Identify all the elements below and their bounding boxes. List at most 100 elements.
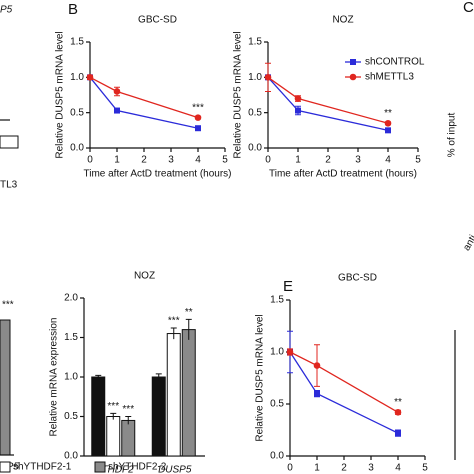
legend-label: shYTHDF2-2: [108, 462, 167, 473]
data-point: [114, 107, 120, 114]
y-tick-label: 0.0: [70, 143, 84, 154]
legend-swatch: [0, 461, 11, 473]
bar: [121, 419, 136, 457]
data-point: [385, 127, 391, 134]
y-tick-label: 0.5: [270, 399, 284, 410]
fragment-text: TL3: [0, 180, 18, 191]
series-line: [267, 76, 389, 131]
data-point: [195, 125, 201, 132]
y-axis-label: Relative DUSP5 mRNA level: [255, 314, 266, 441]
error-bar: [110, 412, 117, 420]
significance-label: ***: [107, 401, 119, 412]
x-tick-label: YTHDF2: [95, 465, 134, 474]
y-axis-label: Relative mRNA expression: [49, 318, 60, 437]
fragment-text: P5: [0, 5, 13, 16]
y-tick-label: 0.5: [64, 411, 78, 422]
y-tick-label: 1.0: [248, 72, 262, 83]
bar: [166, 333, 181, 457]
y-tick-label: 0.5: [70, 107, 84, 118]
fragment-bar: [0, 319, 11, 456]
legend-label: shMETTL3: [365, 72, 414, 83]
significance-label: ***: [122, 404, 134, 415]
data-point: [264, 74, 272, 81]
bar: [106, 416, 121, 457]
y-tick-label: 0.5: [248, 107, 262, 118]
legend-marker: [350, 59, 356, 65]
chart-title: GBC-SD: [138, 15, 177, 26]
significance-label: **: [394, 397, 402, 408]
x-tick-label: 2: [341, 463, 347, 474]
bar: [91, 376, 106, 457]
y-tick-label: 0.0: [64, 451, 78, 462]
x-tick-label: 4: [195, 155, 201, 166]
data-point: [86, 74, 94, 81]
legend-label: shYTHDF2-1: [13, 462, 72, 473]
fragment-bar: [0, 135, 19, 149]
x-tick-label: 0: [87, 155, 93, 166]
data-point: [313, 362, 321, 369]
x-axis-label: Time after ActD treatment (hours): [269, 169, 417, 180]
error-bar: [155, 373, 162, 381]
fragment-text: C: [463, 0, 474, 16]
y-tick-label: 1.0: [70, 72, 84, 83]
chart-title: NOZ: [134, 271, 155, 282]
x-tick-label: 0: [265, 155, 271, 166]
data-point: [384, 119, 392, 127]
data-point: [194, 114, 202, 121]
error-bar: [95, 374, 102, 379]
panel-label: B: [68, 1, 78, 18]
y-tick-label: 2.0: [64, 293, 78, 304]
fragment-text: % of input: [447, 113, 458, 158]
x-tick-label: 5: [222, 155, 228, 166]
x-tick-label: 4: [385, 155, 391, 166]
y-tick-label: 1.5: [270, 295, 284, 306]
y-tick-label: 1.5: [248, 37, 262, 48]
chart-title: NOZ: [332, 15, 353, 26]
data-point: [295, 107, 301, 114]
x-tick-label: 3: [168, 155, 174, 166]
data-point: [286, 348, 294, 356]
significance-label: ***: [192, 102, 204, 113]
data-point: [314, 390, 320, 397]
x-tick-label: 1: [314, 463, 320, 474]
y-tick-label: 1.0: [64, 372, 78, 383]
x-tick-label: 3: [368, 463, 374, 474]
x-tick-label: 1: [114, 155, 120, 166]
y-tick-label: 1.0: [270, 347, 284, 358]
x-tick-label: 5: [415, 155, 421, 166]
data-point: [294, 95, 302, 102]
data-point: [395, 430, 401, 437]
error-bar: [125, 416, 132, 425]
fragment-text: anti: [461, 233, 474, 252]
chart-title: GBC-SD: [338, 273, 377, 284]
legend-marker: [349, 73, 357, 81]
x-tick-label: 5: [422, 463, 428, 474]
data-point: [394, 409, 402, 416]
error-bar: [185, 318, 192, 340]
significance-label: **: [384, 108, 392, 119]
bar: [181, 329, 196, 457]
legend-swatch: [94, 461, 106, 473]
y-tick-label: 0.0: [270, 451, 284, 462]
significance-label: ***: [168, 316, 180, 327]
x-tick-label: 2: [141, 155, 147, 166]
x-tick-label: 3: [355, 155, 361, 166]
series-line: [267, 76, 389, 124]
y-tick-label: 1.5: [64, 332, 78, 343]
significance-label: **: [185, 307, 193, 318]
bar: [151, 376, 166, 457]
y-tick-label: 0.0: [248, 143, 262, 154]
error-bar: [170, 327, 177, 340]
x-tick-label: 4: [395, 463, 401, 474]
x-tick-label: 1: [295, 155, 301, 166]
series-line: [89, 76, 199, 129]
fragment-text: ***: [2, 300, 14, 311]
y-axis-label: Relative DUSP5 mRNA level: [55, 31, 66, 158]
series-line: [289, 351, 399, 434]
x-axis-label: Time after ActD treatment (hours): [83, 169, 231, 180]
x-tick-label: 2: [325, 155, 331, 166]
y-tick-label: 1.5: [70, 37, 84, 48]
y-axis-label: Relative DUSP5 mRNA level: [233, 31, 244, 158]
legend-label: shCONTROL: [365, 57, 425, 68]
